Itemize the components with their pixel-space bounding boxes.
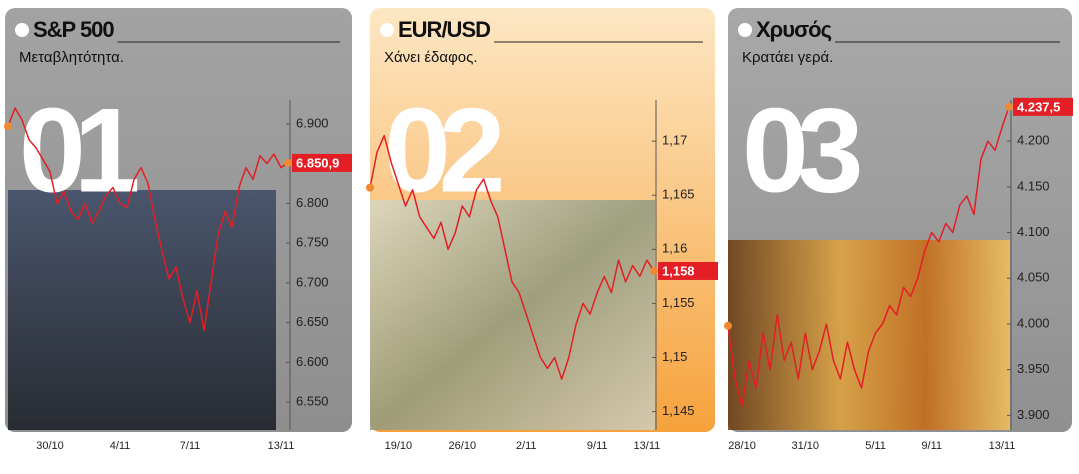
annotation: 02 (384, 84, 501, 218)
panel-title: S&P 500 (33, 17, 114, 42)
panel-title: Χρυσός (756, 17, 832, 42)
price-line (369, 134, 655, 380)
photo (370, 200, 655, 430)
subtitle: Χάνει έδαφος. (384, 49, 478, 66)
panel-title: EUR/USD (398, 17, 490, 42)
value-label-box (292, 153, 352, 172)
x-tick-label: 30/10 (36, 440, 64, 452)
x-tick-label: 31/10 (792, 440, 820, 452)
x-tick-label: 7/11 (180, 440, 201, 452)
subtitle: Μεταβλητότητα. (19, 49, 124, 66)
x-tick-label: 2/11 (516, 440, 537, 452)
value-label: 4.237,5 (1017, 99, 1060, 114)
x-tick-label: 19/10 (385, 440, 413, 452)
x-tick-label: 9/11 (921, 440, 942, 452)
y-tick-label: 6.650 (296, 314, 329, 329)
end-dot (1005, 102, 1013, 111)
y-tick-label: 1,155 (662, 295, 695, 310)
start-dot (366, 183, 374, 192)
start-dot (4, 122, 12, 131)
y-tick-label: 6.550 (296, 394, 329, 409)
x-tick-label: 4/11 (110, 440, 131, 452)
x-tick-label: 13/11 (634, 440, 661, 452)
bullet (738, 23, 752, 37)
y-tick-label: 4.100 (1017, 224, 1050, 239)
y-tick-label: 4.150 (1017, 178, 1050, 193)
value-label: 1,158 (662, 263, 695, 278)
y-tick-label: 6.700 (296, 274, 329, 289)
annotation: 01 (19, 84, 138, 218)
bullet (15, 23, 29, 37)
y-tick-label: 1,15 (662, 349, 687, 364)
y-tick-label: 1,165 (662, 187, 695, 202)
bullet (380, 23, 394, 37)
y-tick-label: 6.800 (296, 195, 329, 210)
y-tick-label: 3.950 (1017, 361, 1050, 376)
photo (728, 240, 1010, 430)
price-line (7, 107, 289, 332)
y-tick-label: 4.050 (1017, 270, 1050, 285)
start-dot (724, 321, 732, 330)
end-dot (284, 158, 292, 167)
x-tick-label: 26/10 (449, 440, 477, 452)
y-tick-label: 3.900 (1017, 407, 1050, 422)
x-tick-label: 13/11 (268, 440, 295, 452)
value-label-box (1013, 97, 1073, 116)
value-label: 6.850,9 (296, 155, 339, 170)
end-dot (650, 266, 658, 275)
annotation: 03 (742, 84, 860, 218)
x-tick-label: 28/10 (728, 440, 756, 452)
value-label-box (658, 261, 718, 280)
x-tick-label: 9/11 (587, 440, 608, 452)
y-tick-label: 4.200 (1017, 133, 1050, 148)
y-tick-label: 1,145 (662, 403, 695, 418)
photo (8, 190, 276, 430)
y-tick-label: 1,17 (662, 133, 687, 148)
y-tick-label: 6.900 (296, 115, 329, 130)
y-tick-label: 4.000 (1017, 315, 1050, 330)
x-tick-label: 5/11 (865, 440, 886, 452)
price-line (727, 106, 1010, 407)
y-tick-label: 6.600 (296, 354, 329, 369)
subtitle: Κρατάει γερά. (742, 49, 833, 66)
y-tick-label: 1,16 (662, 241, 687, 256)
y-tick-label: 6.750 (296, 235, 329, 250)
x-tick-label: 13/11 (989, 440, 1016, 452)
